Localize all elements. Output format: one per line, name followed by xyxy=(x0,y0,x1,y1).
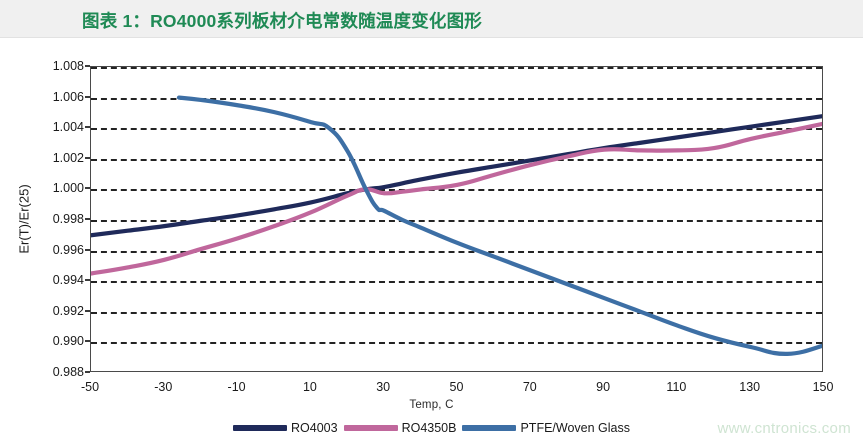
x-axis-tick-label: 50 xyxy=(449,380,464,394)
legend-label: RO4003 xyxy=(291,421,338,435)
y-axis-tick-label: 1.004 xyxy=(52,120,84,135)
legend-swatch-icon xyxy=(233,425,287,431)
y-axis-tick-mark xyxy=(85,218,90,220)
legend-label: PTFE/Woven Glass xyxy=(520,421,630,435)
y-axis-tick-label: 0.996 xyxy=(52,242,84,257)
y-axis-tick-label: 1.000 xyxy=(52,181,84,196)
x-axis-tick-label: 150 xyxy=(812,380,834,394)
y-axis-tick-mark xyxy=(85,187,90,190)
legend-item[interactable]: RO4003 xyxy=(233,421,338,435)
gridline xyxy=(91,189,822,192)
series-lines xyxy=(91,95,822,356)
x-axis-tick-label: -50 xyxy=(80,380,100,394)
x-axis-tick-label: -30 xyxy=(154,380,173,394)
legend-swatch-icon xyxy=(343,425,398,431)
gridline xyxy=(91,67,822,69)
watermark: www.cntronics.com xyxy=(717,420,851,437)
y-axis-tick-mark xyxy=(85,156,90,159)
x-axis-tick-label: 110 xyxy=(666,380,687,394)
legend-swatch-icon xyxy=(462,425,517,431)
x-axis-tick-label: 90 xyxy=(596,380,611,394)
gridline xyxy=(91,158,822,161)
gridline xyxy=(91,311,822,314)
legend-item[interactable]: PTFE/Woven Glass xyxy=(462,421,630,435)
gridline xyxy=(91,281,822,284)
x-axis-tick-label: 70 xyxy=(522,380,537,394)
gridline xyxy=(91,342,822,345)
legend-label: RO4350B xyxy=(401,421,457,435)
y-axis-tick-mark xyxy=(85,95,90,98)
y-axis-tick-mark xyxy=(85,126,90,129)
y-axis-tick-mark xyxy=(85,371,90,373)
x-axis-tick-label: -10 xyxy=(227,380,246,394)
y-axis-tick-mark xyxy=(85,309,90,312)
y-axis-tick-label: 1.006 xyxy=(52,89,84,104)
header-band: 图表 1：RO4000系列板材介电常数随温度变化图形 xyxy=(0,0,863,38)
series-line-ptfe-woven-glass xyxy=(176,95,822,356)
y-axis-tick-label: 0.992 xyxy=(52,303,84,318)
y-axis-tick-label: 0.998 xyxy=(52,212,84,226)
y-axis-tick-label: 0.994 xyxy=(52,273,84,288)
y-axis-tick-label: 1.002 xyxy=(52,150,84,165)
series-line-ro4003 xyxy=(91,114,822,238)
y-axis-tick-mark xyxy=(85,248,90,251)
page-title: 图表 1：RO4000系列板材介电常数随温度变化图形 xyxy=(82,11,482,31)
gridline xyxy=(91,97,822,100)
gridline xyxy=(91,220,822,222)
y-axis-tick-mark xyxy=(85,65,90,67)
legend-item[interactable]: RO4350B xyxy=(343,421,457,435)
chart-legend: RO4003 RO4350B PTFE/Woven Glass xyxy=(0,421,863,435)
y-axis-tick-label: 1.008 xyxy=(52,59,84,73)
x-axis-label: Temp, C xyxy=(409,399,454,411)
y-axis-tick-label: 0.988 xyxy=(52,365,84,379)
x-axis-tick-label: 10 xyxy=(302,380,317,394)
series-line-ro4350b xyxy=(91,121,822,276)
gridline xyxy=(91,250,822,253)
y-axis-tick-label: 0.990 xyxy=(52,334,84,349)
gridline xyxy=(91,128,822,131)
y-axis-tick-mark xyxy=(85,279,90,282)
plot-area xyxy=(90,66,823,372)
x-axis-tick-label: 30 xyxy=(376,380,391,394)
x-axis-tick-label: 130 xyxy=(739,380,761,394)
y-axis-tick-mark xyxy=(85,340,90,343)
